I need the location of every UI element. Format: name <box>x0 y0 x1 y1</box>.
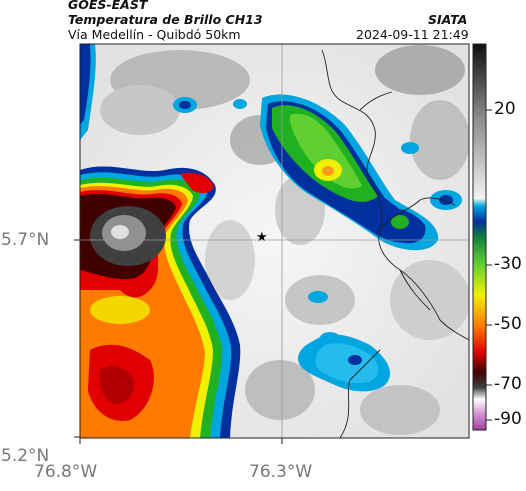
lat-label-5-2: 5.2°N <box>1 446 50 466</box>
colorbar-tick-neg30: -30 <box>494 254 522 274</box>
colorbar-tick-neg90: -90 <box>494 409 522 429</box>
lon-label-76-3: 76.3°W <box>249 462 313 482</box>
lon-label-76-8: 76.8°W <box>34 462 98 482</box>
lat-label-5-7: 5.7°N <box>1 230 50 250</box>
star-marker-icon: ★ <box>256 230 268 245</box>
border-lines <box>321 49 469 438</box>
convective-cell-southeast <box>298 334 390 392</box>
colorbar-tick-neg70: -70 <box>494 374 522 394</box>
region-label: Vía Medellín - Quibdó 50km <box>68 27 241 42</box>
axis-ticks <box>74 239 283 444</box>
gridlines <box>80 44 469 438</box>
satellite-title: GOES-EAST <box>68 0 148 12</box>
convective-cell-west <box>80 166 241 438</box>
convective-band-northeast <box>260 94 462 251</box>
agency-label: SIATA <box>428 12 468 27</box>
colorbar <box>472 43 492 431</box>
timestamp-label: 2024-09-11 21:49 <box>356 27 469 42</box>
cloud-edge-northwest <box>80 44 96 140</box>
product-title: Temperatura de Brillo CH13 <box>68 12 263 27</box>
map-frame <box>79 43 470 439</box>
colorbar-tick-neg50: -50 <box>494 314 522 334</box>
colorbar-tick-20: 20 <box>494 99 516 119</box>
